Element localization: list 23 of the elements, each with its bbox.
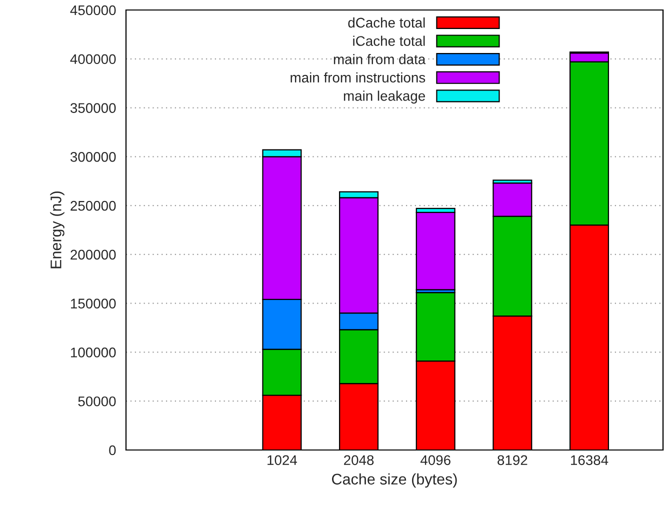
- x-tick-label: 4096: [420, 455, 450, 466]
- y-tick-label: 350000: [70, 103, 116, 113]
- y-tick-label: 150000: [70, 298, 116, 309]
- x-tick-label: 16384: [571, 455, 608, 466]
- legend-label: main from instructions: [290, 72, 426, 83]
- x-axis-title: Cache size (bytes): [332, 473, 457, 488]
- legend-label: main from data: [334, 54, 426, 64]
- y-tick-label: 0: [109, 445, 116, 456]
- x-tick-label: 1024: [268, 455, 297, 466]
- y-tick-label: 200000: [70, 250, 116, 260]
- x-tick-label: 2048: [344, 455, 374, 466]
- y-tick-label: 400000: [70, 54, 116, 64]
- legend-label: dCache total: [348, 17, 425, 28]
- y-tick-label: 100000: [70, 348, 116, 358]
- legend-label: iCache total: [353, 36, 425, 46]
- y-tick-label: 300000: [70, 152, 116, 162]
- bar: [416, 212, 456, 290]
- y-axis-title: Energy (nJ): [50, 191, 64, 268]
- x-tick-label: 8192: [498, 455, 528, 466]
- y-tick-label: 250000: [70, 200, 116, 211]
- y-tick-label: 450000: [70, 5, 116, 16]
- legend-label: main leakage: [344, 90, 425, 104]
- y-tick-label: 50000: [78, 396, 116, 406]
